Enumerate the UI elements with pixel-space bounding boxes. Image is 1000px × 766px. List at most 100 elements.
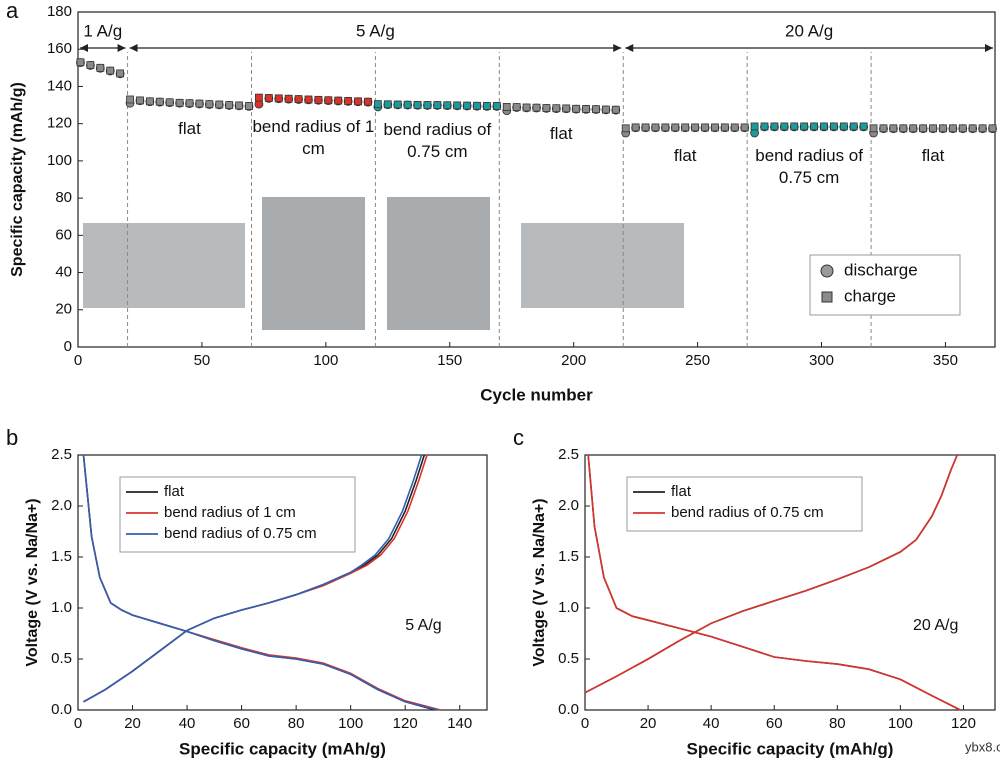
- legend-label: bend radius of 0.75 cm: [671, 504, 824, 521]
- charge-point: [235, 101, 243, 110]
- x-tick-label: 60: [766, 715, 783, 732]
- x-tick-label: 120: [393, 715, 418, 732]
- annotation: 20 A/g: [913, 617, 958, 634]
- x-tick-label: 0: [581, 715, 589, 732]
- charge-point: [839, 122, 848, 131]
- charge-point: [720, 123, 729, 132]
- charge-point: [810, 122, 818, 131]
- x-tick-label: 40: [703, 715, 720, 732]
- charge-point: [790, 122, 799, 131]
- y-tick-label: 160: [47, 40, 72, 57]
- plot-frame: [77, 11, 996, 348]
- x-tick-label: 40: [179, 715, 196, 732]
- charge-point: [314, 95, 323, 104]
- legend-label: flat: [164, 483, 185, 500]
- charge-point: [284, 94, 293, 103]
- y-tick-label: 20: [55, 301, 72, 318]
- y-tick-label: 2.0: [558, 497, 579, 514]
- charge-point: [136, 96, 144, 105]
- photos: [83, 197, 684, 330]
- x-tick-label: 100: [888, 715, 913, 732]
- charge-point: [185, 99, 194, 108]
- charge-point: [502, 103, 511, 111]
- y-tick-label: 180: [47, 3, 72, 20]
- x-axis-title: Specific capacity (mAh/g): [179, 739, 386, 758]
- charge-point: [879, 124, 888, 133]
- y-tick-label: 1.0: [558, 599, 579, 616]
- charge-point: [671, 123, 680, 132]
- charge-point: [562, 104, 571, 113]
- charge-point: [592, 105, 600, 114]
- charge-point: [661, 123, 670, 132]
- region-label: bend radius of 0.75 cm: [755, 145, 863, 187]
- charge-point: [364, 97, 372, 106]
- x-tick-label: 50: [194, 352, 211, 369]
- charge-point: [354, 97, 362, 106]
- y-axis-title: Voltage (V vs. Na/Na+): [531, 498, 548, 666]
- rate-label: 5 A/g: [356, 21, 395, 40]
- region-label: bend radius of 0.75 cm: [383, 119, 492, 161]
- charge-point: [958, 124, 967, 133]
- charge-point: [800, 122, 809, 131]
- y-tick-label: 1.0: [51, 599, 72, 616]
- legend-marker: [821, 291, 833, 303]
- charge-point: [86, 61, 95, 69]
- region-label: flat: [921, 145, 945, 165]
- photo: [521, 223, 684, 308]
- legend-label: flat: [671, 483, 692, 500]
- charge-point: [155, 97, 164, 106]
- y-tick-label: 80: [55, 189, 72, 206]
- y-tick-label: 40: [55, 264, 72, 281]
- charge-point: [830, 122, 838, 131]
- charge-point: [463, 101, 472, 110]
- legend-label: discharge: [844, 260, 918, 279]
- y-tick-label: 140: [47, 77, 72, 94]
- panel-label: a: [6, 0, 19, 23]
- charge-point: [601, 105, 610, 114]
- charge-point: [820, 122, 828, 131]
- y-tick-label: 1.5: [558, 548, 579, 565]
- charge-point: [304, 95, 313, 104]
- charge-point: [433, 101, 442, 109]
- charge-point: [165, 98, 174, 107]
- photo: [83, 223, 245, 308]
- charge-point: [205, 100, 214, 109]
- charge-point: [324, 96, 333, 105]
- rate-label: 20 A/g: [785, 21, 833, 40]
- y-tick-label: 0.0: [51, 701, 72, 718]
- charge-point: [611, 105, 620, 114]
- charge-point: [750, 122, 759, 131]
- region-label: flat: [673, 145, 697, 165]
- x-tick-label: 250: [685, 352, 710, 369]
- charge-point: [919, 124, 928, 133]
- plot-frame: [584, 454, 996, 711]
- x-tick-label: 60: [233, 715, 250, 732]
- charge-point: [582, 105, 590, 113]
- region-label: flat: [549, 123, 573, 143]
- x-tick-label: 150: [437, 352, 462, 369]
- x-tick-label: 140: [447, 715, 472, 732]
- x-tick-label: 350: [933, 352, 958, 369]
- charge-point: [76, 58, 85, 67]
- charge-point: [691, 123, 700, 132]
- charge-point: [978, 124, 987, 133]
- x-tick-label: 20: [124, 715, 141, 732]
- charge-point: [988, 124, 997, 133]
- charge-point: [145, 97, 154, 106]
- charge-point: [681, 123, 690, 132]
- y-tick-label: 1.5: [51, 548, 72, 565]
- charge-point: [701, 123, 709, 132]
- y-tick-label: 0: [64, 338, 72, 355]
- legend-box: [119, 476, 356, 553]
- charge-point: [106, 66, 115, 75]
- charge-point: [869, 124, 878, 133]
- charge-point: [294, 95, 303, 103]
- series-line: [584, 454, 961, 711]
- legend-label: charge: [844, 286, 896, 305]
- photo: [387, 197, 490, 330]
- charge-point: [215, 100, 224, 109]
- series-line: [82, 454, 439, 711]
- x-tick-label: 20: [640, 715, 657, 732]
- y-tick-label: 0.5: [558, 650, 579, 667]
- charge-point: [116, 69, 125, 78]
